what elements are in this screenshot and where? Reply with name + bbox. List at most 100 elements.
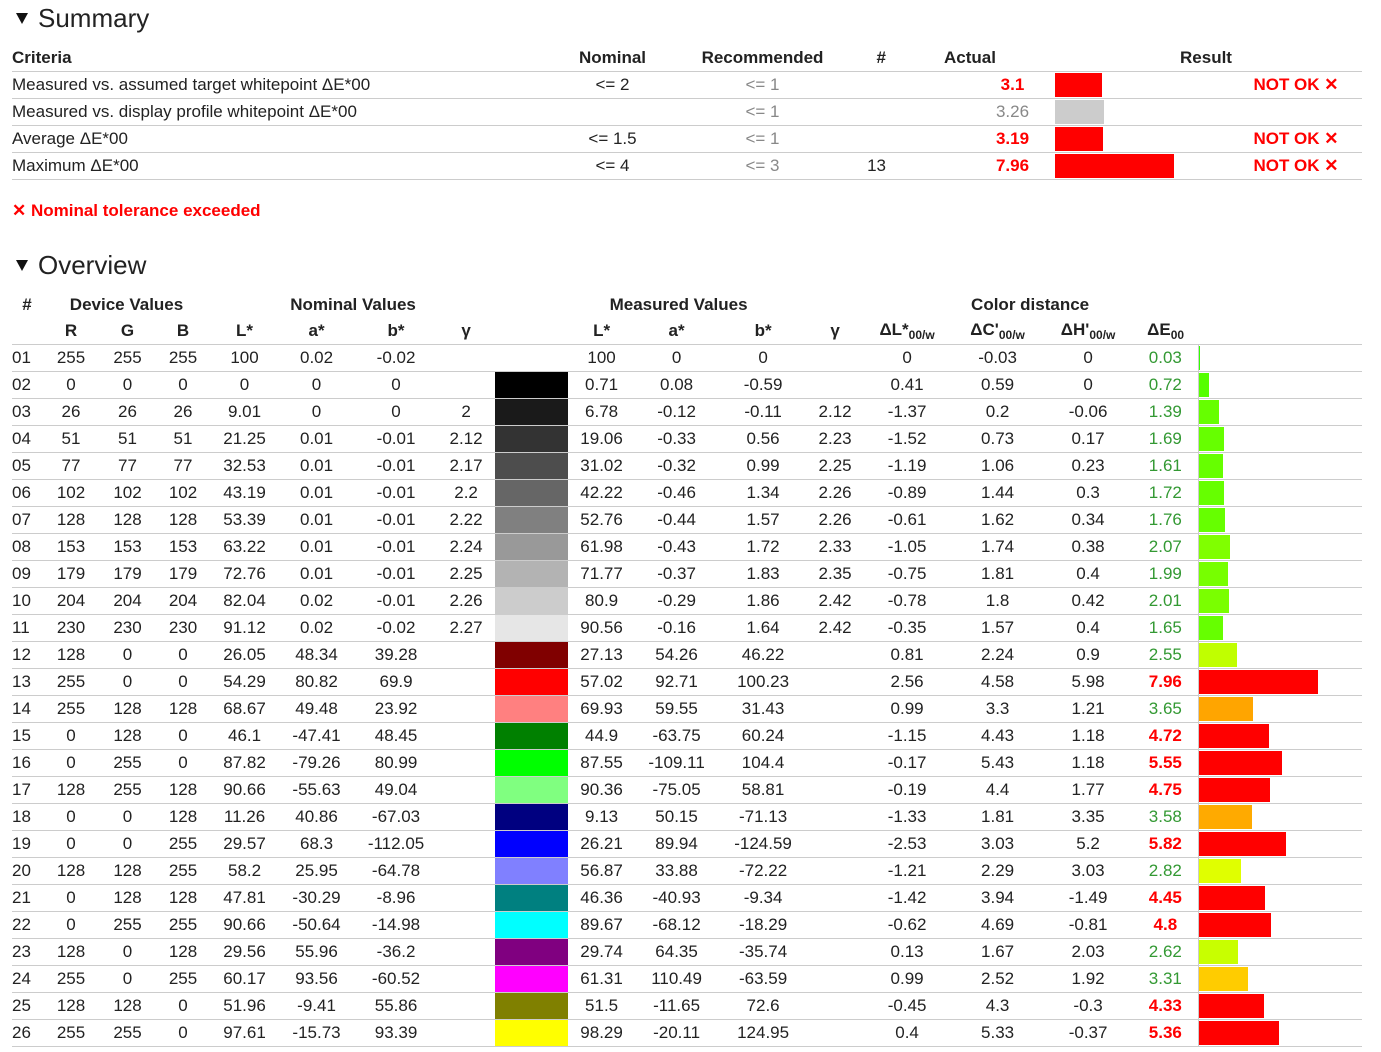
value: 5.36 — [1133, 1019, 1199, 1047]
actual-bar — [1055, 154, 1175, 178]
swatch — [495, 426, 569, 452]
swatch — [495, 966, 569, 992]
value: 255 — [100, 911, 155, 939]
value: -68.12 — [635, 911, 719, 939]
value: 21.25 — [211, 425, 279, 453]
delta-bar — [1199, 886, 1266, 910]
value: 4.8 — [1133, 911, 1199, 939]
value: -0.12 — [635, 398, 719, 426]
value — [437, 668, 496, 696]
value — [437, 641, 496, 669]
patch-id: 01 — [12, 344, 42, 372]
value: -35.74 — [718, 938, 809, 966]
patch-row: 10 204 204 204 82.04 0.02 -0.01 2.26 80.9 -0.29 1.… — [12, 587, 1363, 615]
value: 1.62 — [952, 506, 1044, 534]
value: 59.55 — [635, 695, 719, 723]
value: 128 — [100, 884, 155, 912]
value: 0.2 — [952, 398, 1044, 426]
value: 61.31 — [568, 965, 636, 993]
value: 4.72 — [1133, 722, 1199, 750]
delta-bar — [1199, 859, 1241, 883]
value: 0.08 — [635, 371, 719, 399]
value: 92.71 — [635, 668, 719, 696]
criteria: Average ΔE*00 — [12, 125, 560, 153]
header-sub: 00/w — [908, 328, 935, 342]
swatch-cell — [495, 911, 569, 939]
actual: 3.19 — [975, 125, 1050, 153]
value: -0.01 — [355, 425, 438, 453]
value: -8.96 — [355, 884, 438, 912]
value: 0 — [100, 938, 155, 966]
value: 0.4 — [1043, 614, 1134, 642]
value: 0.71 — [568, 371, 636, 399]
collapse-icon[interactable] — [16, 12, 28, 24]
swatch — [495, 750, 569, 776]
value: -0.61 — [862, 506, 953, 534]
value: 153 — [42, 533, 100, 561]
swatch — [495, 831, 569, 857]
value: 98.29 — [568, 1019, 636, 1047]
swatch-cell — [495, 479, 569, 507]
value: -63.75 — [635, 722, 719, 750]
group-header: Measured Values — [609, 295, 748, 314]
value — [437, 695, 496, 723]
swatch — [495, 372, 569, 398]
delta-bar-cell — [1197, 398, 1363, 426]
delta-bar-cell — [1197, 452, 1363, 480]
collapse-icon[interactable] — [16, 259, 28, 271]
value: -0.06 — [1043, 398, 1134, 426]
value: 102 — [100, 479, 155, 507]
value — [808, 749, 863, 777]
value: -1.21 — [862, 857, 953, 885]
swatch-cell — [495, 965, 569, 993]
delta-bar-cell — [1197, 641, 1363, 669]
swatch — [495, 1020, 569, 1046]
value: 100.23 — [718, 668, 809, 696]
value: 1.74 — [952, 533, 1044, 561]
value: 56.87 — [568, 857, 636, 885]
value: 3.94 — [952, 884, 1044, 912]
value: -36.2 — [355, 938, 438, 966]
overview-heading[interactable]: Overview — [12, 248, 1362, 282]
value — [437, 938, 496, 966]
header-sub: 00/w — [1089, 328, 1116, 342]
group-header: Device Values — [69, 295, 184, 314]
value: 204 — [100, 587, 155, 615]
value: 31.02 — [568, 452, 636, 480]
patch-id: 10 — [12, 587, 42, 615]
patch-row: 06 102 102 102 43.19 0.01 -0.01 2.2 42.22 -0.46 1.… — [12, 479, 1363, 507]
value: 2.42 — [808, 614, 863, 642]
value: 54.29 — [211, 668, 279, 696]
value: 89.94 — [635, 830, 719, 858]
value: 89.67 — [568, 911, 636, 939]
swatch-cell — [495, 398, 569, 426]
delta-bar-cell — [1197, 371, 1363, 399]
value: 0.02 — [278, 344, 356, 372]
summary-heading[interactable]: Summary — [12, 1, 1362, 35]
patch-row: 21 0 128 128 47.81 -30.29 -8.96 46.36 -40.93 -9.3… — [12, 884, 1363, 912]
actual-bar — [1055, 127, 1103, 151]
value: 1.69 — [1133, 425, 1199, 453]
value: 55.86 — [355, 992, 438, 1020]
value — [808, 1019, 863, 1047]
patch-row: 08 153 153 153 63.22 0.01 -0.01 2.24 61.98 -0.43 1… — [12, 533, 1363, 561]
swatch-cell — [495, 506, 569, 534]
value: 58.81 — [718, 776, 809, 804]
column-header: Criteria — [12, 45, 560, 72]
delta-bar-cell — [1197, 749, 1363, 777]
column-header: γ — [808, 318, 863, 345]
patch-row: 14 255 128 128 68.67 49.48 23.92 69.93 59.55 31.4… — [12, 695, 1363, 723]
value — [808, 911, 863, 939]
value: 255 — [100, 749, 155, 777]
swatch — [495, 669, 569, 695]
value: 2.23 — [808, 425, 863, 453]
value: 1.99 — [1133, 560, 1199, 588]
summary-title: Summary — [38, 3, 150, 33]
delta-bar-cell — [1197, 857, 1363, 885]
value: 1.21 — [1043, 695, 1134, 723]
value: 0 — [355, 371, 438, 399]
value: 2.55 — [1133, 641, 1199, 669]
value — [808, 695, 863, 723]
value: 102 — [155, 479, 212, 507]
